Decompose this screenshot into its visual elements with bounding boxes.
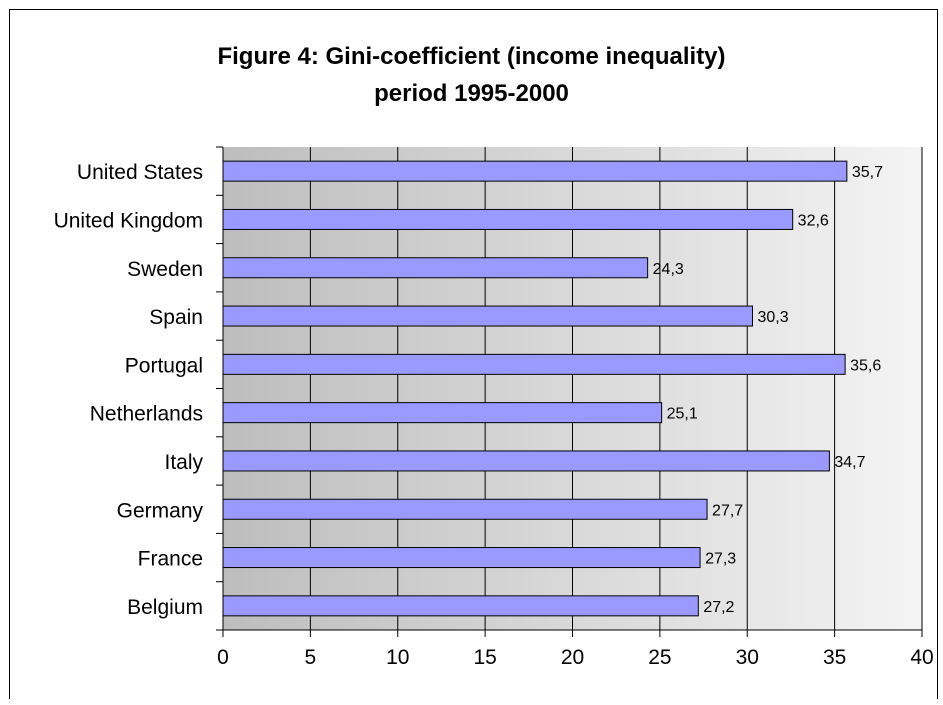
y-category-label: Spain <box>149 306 203 329</box>
chart-subtitle: period 1995-2000 <box>374 80 569 107</box>
bar <box>222 208 794 230</box>
x-tick-label: 5 <box>305 646 317 669</box>
x-tick-label: 15 <box>473 646 496 669</box>
y-category-label: Belgium <box>127 596 203 619</box>
bar <box>222 498 708 520</box>
y-category-label: Germany <box>117 499 204 522</box>
bar <box>222 402 663 424</box>
labels: 0 5 10 15 20 25 30 35 40 United States 35,7 United … <box>54 161 934 669</box>
x-tick-label: 40 <box>910 646 933 669</box>
x-tick-label: 35 <box>823 646 846 669</box>
y-category-label: Italy <box>164 451 203 474</box>
bar-data-label: 35,6 <box>850 357 881 374</box>
bar-data-label: 25,1 <box>667 406 698 423</box>
bar <box>222 450 830 472</box>
chart-title-block: Figure 4: Gini-coefficient (income inequ… <box>0 38 943 112</box>
x-tick-label: 20 <box>561 646 584 669</box>
bar-data-label: 35,7 <box>852 164 883 181</box>
bar <box>222 353 846 375</box>
bar <box>222 257 649 279</box>
y-category-label: Portugal <box>125 354 203 377</box>
y-category-label: Netherlands <box>90 403 203 426</box>
bar-data-label: 27,3 <box>705 551 736 568</box>
x-tick-label: 0 <box>217 646 229 669</box>
x-tick-label: 10 <box>386 646 409 669</box>
y-category-label: United States <box>77 161 203 184</box>
bar <box>222 595 699 617</box>
y-category-label: Sweden <box>127 258 203 281</box>
bar-data-label: 32,6 <box>798 212 829 229</box>
bar <box>222 305 753 327</box>
x-tick-label: 30 <box>736 646 759 669</box>
axes <box>216 146 923 637</box>
y-category-label: United Kingdom <box>54 209 203 232</box>
bar-data-label: 24,3 <box>653 261 684 278</box>
bar-data-label: 34,7 <box>834 454 865 471</box>
bar <box>222 160 848 182</box>
bar-data-label: 30,3 <box>757 309 788 326</box>
chart-title: Figure 4: Gini-coefficient (income inequ… <box>217 43 726 70</box>
bar <box>222 547 701 569</box>
bar-data-label: 27,2 <box>703 599 734 616</box>
y-category-label: France <box>138 548 203 571</box>
x-tick-label: 25 <box>648 646 671 669</box>
bar-data-label: 27,7 <box>712 502 743 519</box>
